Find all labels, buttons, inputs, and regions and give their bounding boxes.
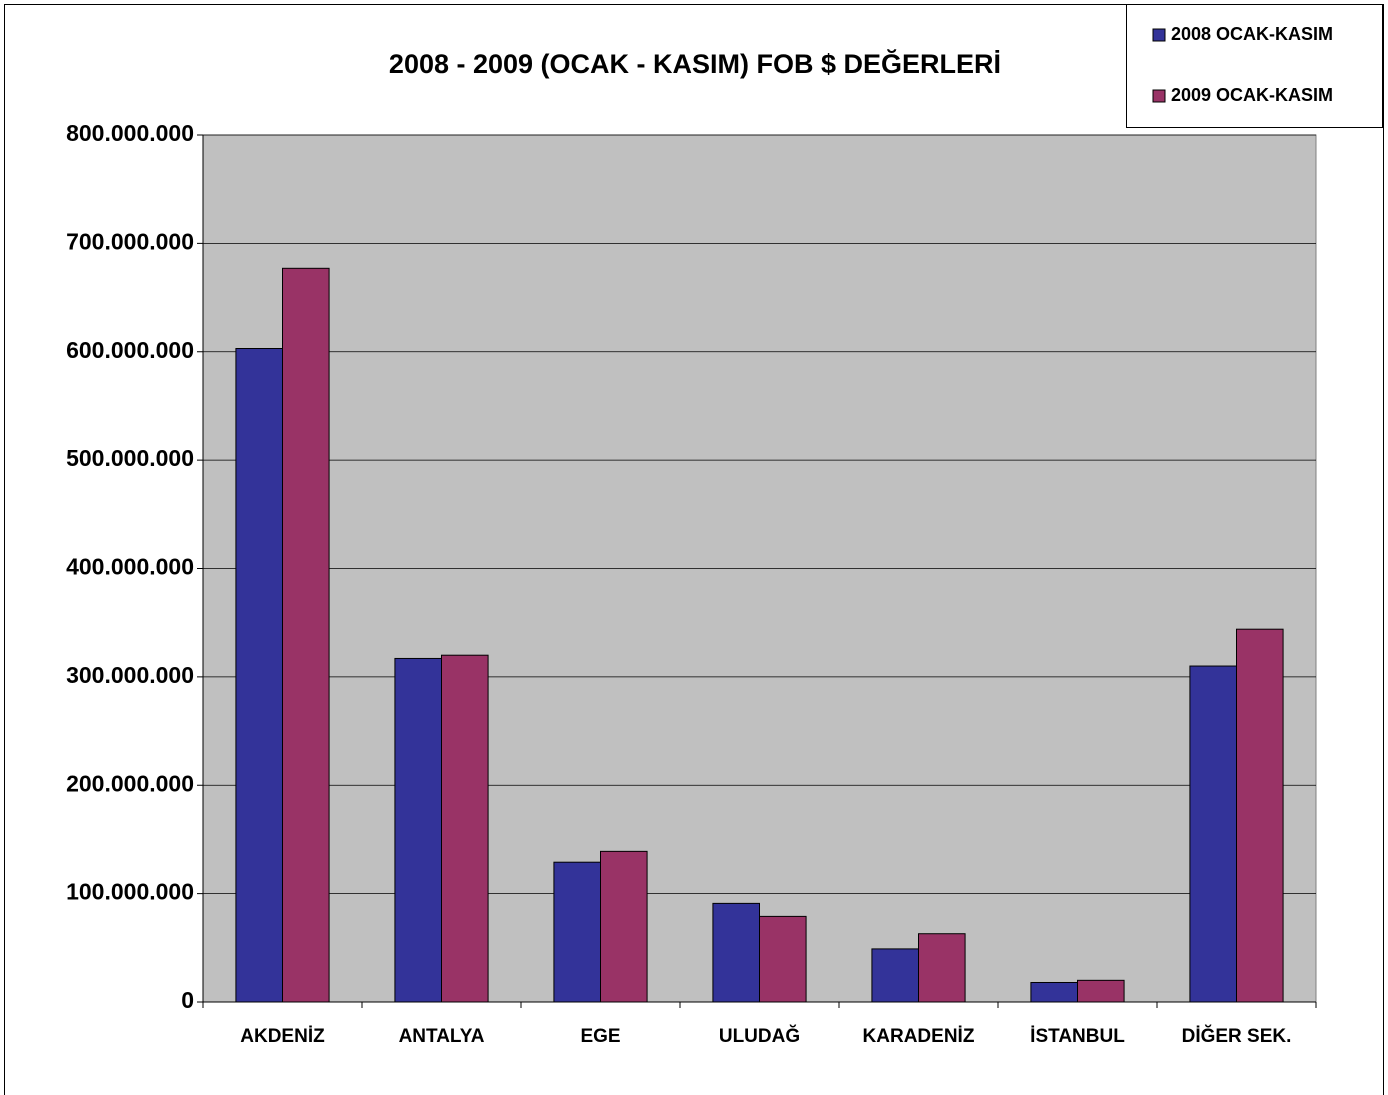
bar <box>600 850 648 1003</box>
bar <box>918 933 966 1003</box>
chart-title: 2008 - 2009 (OCAK - KASIM) FOB $ DEĞERLE… <box>389 48 1001 79</box>
y-tick-label: 100.000.000 <box>66 879 194 905</box>
legend-swatch <box>1152 28 1166 42</box>
bar <box>1189 665 1237 1003</box>
bar <box>553 861 602 1003</box>
y-tick-label: 400.000.000 <box>66 554 194 580</box>
x-tick-label: ANTALYA <box>399 1026 485 1047</box>
x-tick-label: İSTANBUL <box>1030 1026 1125 1047</box>
y-tick-label: 800.000.000 <box>66 120 194 146</box>
bar <box>1030 981 1078 1003</box>
bar <box>235 347 283 1003</box>
y-tick-label: 200.000.000 <box>66 770 194 796</box>
x-tick-label: ULUDAĞ <box>719 1025 800 1047</box>
x-tick-label: AKDENİZ <box>240 1026 325 1047</box>
legend-box <box>1126 4 1383 128</box>
y-tick-label: 700.000.000 <box>66 228 194 254</box>
y-tick-label: 600.000.000 <box>66 337 194 363</box>
bar <box>1236 628 1284 1003</box>
bar <box>1077 979 1125 1003</box>
bar <box>394 657 442 1003</box>
legend-label: 2008 OCAK-KASIM <box>1171 24 1333 44</box>
bar <box>759 915 807 1003</box>
bar <box>871 948 920 1003</box>
legend-label: 2009 OCAK-KASIM <box>1171 85 1333 105</box>
y-tick-label: 0 <box>181 987 194 1013</box>
y-tick-label: 500.000.000 <box>66 445 194 471</box>
bar <box>712 902 761 1003</box>
bar <box>441 654 489 1003</box>
x-tick-label: KARADENİZ <box>863 1026 975 1047</box>
legend-swatch <box>1152 89 1166 103</box>
x-tick-label: DİĞER SEK. <box>1182 1025 1292 1047</box>
x-tick-label: EGE <box>580 1026 620 1047</box>
bar <box>282 267 330 1003</box>
y-tick-label: 300.000.000 <box>66 662 194 688</box>
